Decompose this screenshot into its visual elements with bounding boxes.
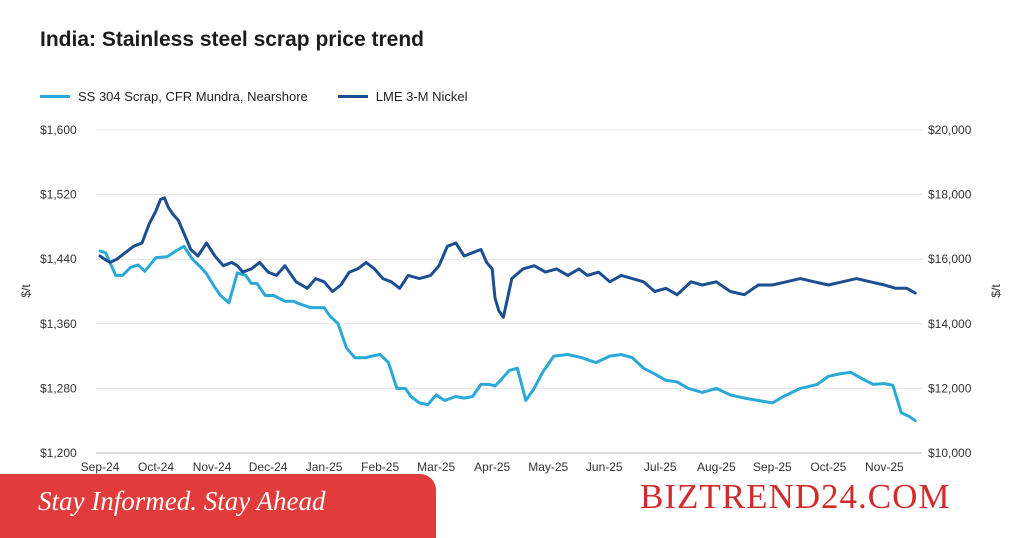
- y-right-tick-label: $12,000: [928, 381, 972, 395]
- x-tick-label: Jan-25: [306, 460, 343, 474]
- legend-label-nickel: LME 3-M Nickel: [375, 89, 468, 104]
- series-line-ss304-scrap: [98, 244, 917, 423]
- legend-swatch-nickel: [337, 95, 368, 98]
- x-tick-label: Oct-25: [810, 460, 846, 474]
- tagline: Stay Informed. Stay Ahead: [38, 486, 326, 516]
- x-tick-label: Mar-25: [417, 460, 455, 474]
- y-left-axis-label: $/t: [19, 284, 33, 298]
- y-right-tick-label: $18,000: [928, 188, 972, 202]
- y-right-tick-label: $14,000: [928, 317, 972, 331]
- y-right-tick-label: $16,000: [928, 252, 972, 266]
- legend-item-nickel: LME 3-M Nickel: [337, 89, 468, 104]
- legend-label-ss304: SS 304 Scrap, CFR Mundra, Nearshore: [78, 89, 308, 104]
- legend-swatch-ss304: [40, 95, 70, 98]
- y-left-tick-label: $1,360: [40, 317, 77, 331]
- legend-item-ss304: SS 304 Scrap, CFR Mundra, Nearshore: [40, 89, 308, 104]
- legend: SS 304 Scrap, CFR Mundra, Nearshore LME …: [40, 89, 498, 104]
- x-tick-label: Jul-25: [644, 460, 677, 474]
- line-chart: $/t $/t $1,600 $20,000 $1,520 $18,000 $1,440…: [19, 123, 1003, 474]
- x-tick-label: May-25: [528, 460, 568, 474]
- x-tick-label: Sep-25: [753, 460, 792, 474]
- x-tick-label: Aug-25: [697, 460, 736, 474]
- x-tick-label: Apr-25: [474, 460, 510, 474]
- grid-lines: [96, 129, 922, 454]
- x-tick-label: Jun-25: [586, 460, 623, 474]
- y-right-axis-label: $/t: [989, 284, 1003, 298]
- chart-title: India: Stainless steel scrap price trend: [40, 28, 424, 51]
- y-left-tick-label: $1,440: [40, 252, 77, 266]
- y-left-tick-label: $1,280: [40, 381, 77, 395]
- y-right-tick-label: $20,000: [928, 123, 972, 137]
- x-tick-label: Oct-24: [138, 460, 174, 474]
- axis-layer: $/t $/t $1,600 $20,000 $1,520 $18,000 $1,440…: [19, 123, 1003, 474]
- y-left-tick-label: $1,520: [40, 188, 77, 202]
- y-left-tick-label: $1,600: [40, 123, 77, 137]
- y-left-tick-label: $1,200: [40, 446, 77, 460]
- x-tick-label: Sep-24: [81, 460, 120, 474]
- x-tick-label: Dec-24: [249, 460, 288, 474]
- series-line-lme-nickel: [98, 196, 917, 319]
- y-right-tick-label: $10,000: [928, 446, 972, 460]
- x-tick-label: Feb-25: [361, 460, 399, 474]
- x-tick-label: Nov-25: [865, 460, 904, 474]
- brand-logo-text[interactable]: BIZTREND24.COM: [640, 477, 951, 516]
- footer-banner: Stay Informed. Stay Ahead: [0, 474, 436, 538]
- series-layer: [98, 196, 917, 423]
- x-tick-label: Nov-24: [193, 460, 232, 474]
